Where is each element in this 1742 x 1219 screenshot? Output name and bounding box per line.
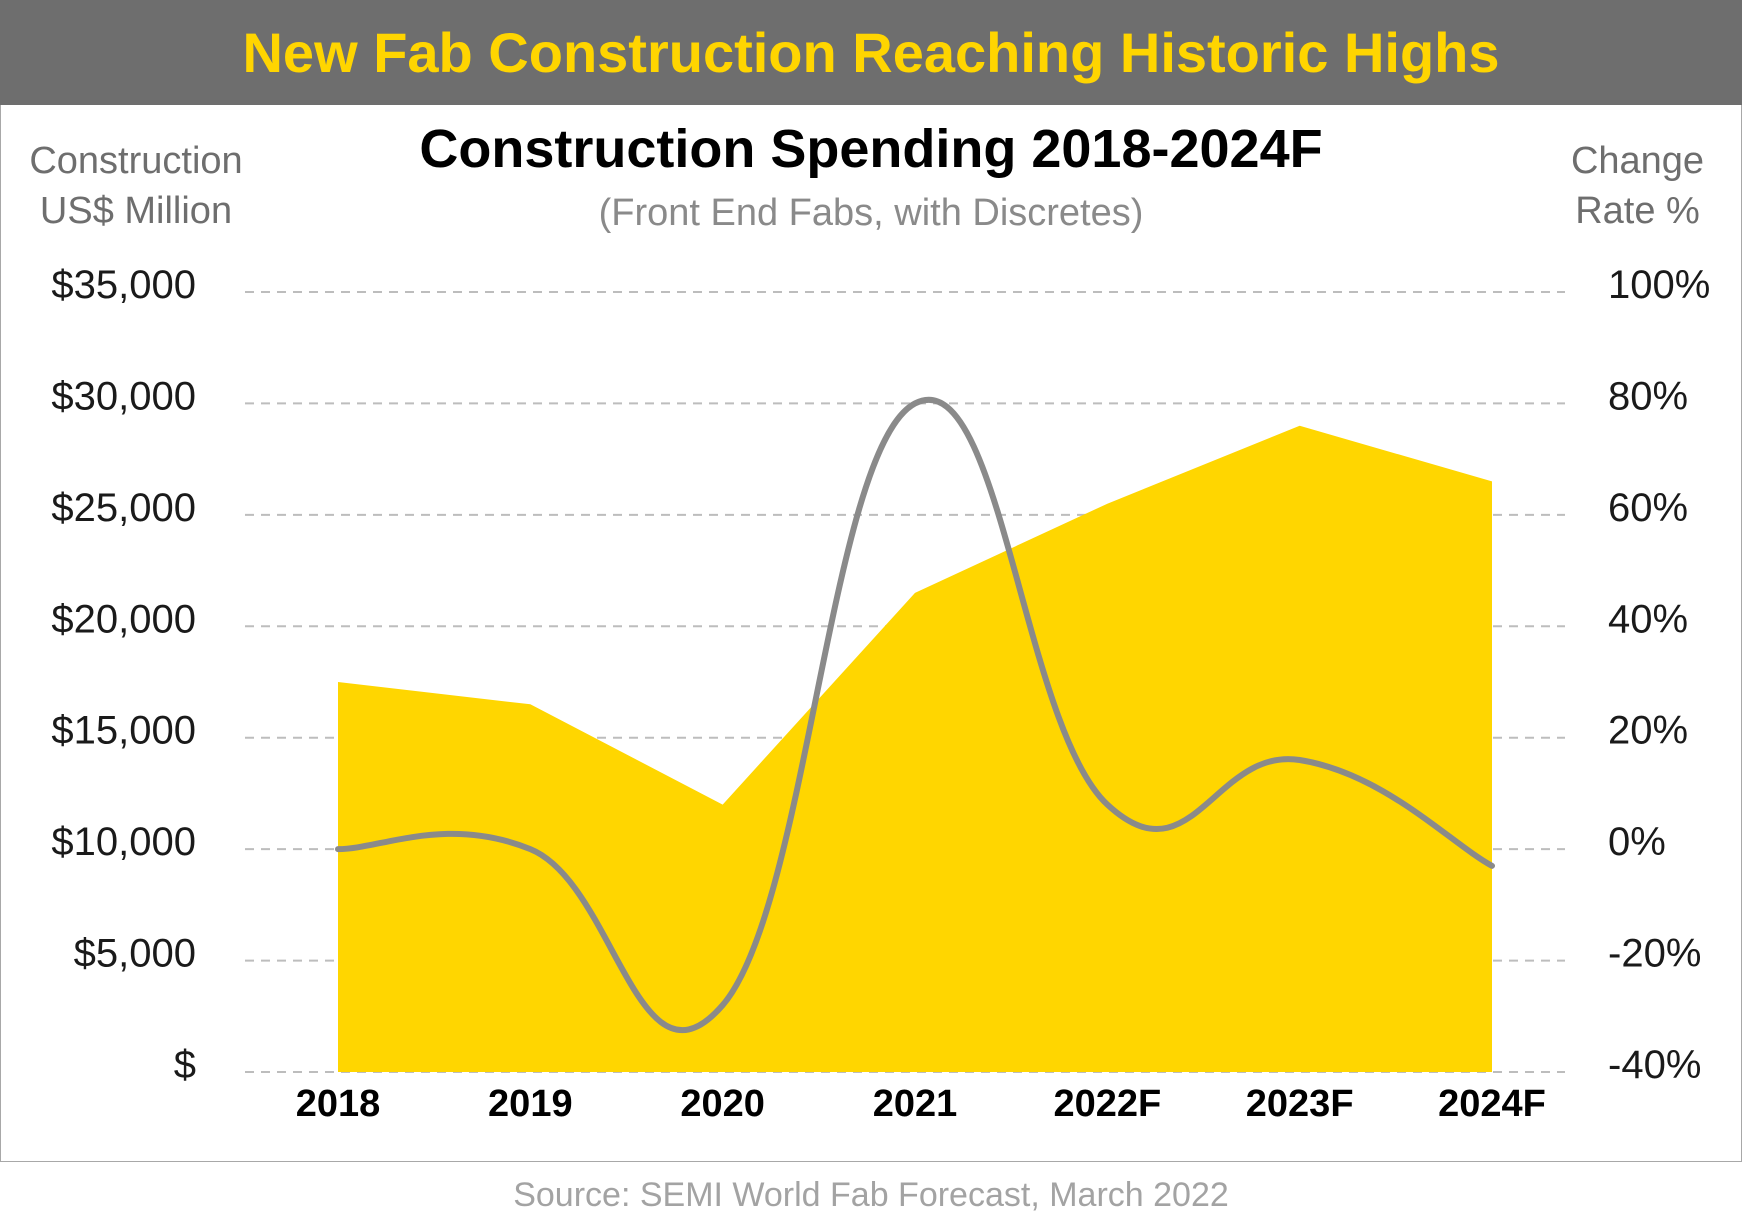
x-tick-label: 2020 [680, 1083, 765, 1125]
x-tick-label: 2023F [1246, 1083, 1354, 1125]
source-note: Source: SEMI World Fab Forecast, March 2… [513, 1176, 1229, 1214]
y-tick-label: $15,000 [51, 709, 196, 753]
line-layer [335, 397, 1495, 1034]
y2-axis-title: Change Rate % [1550, 136, 1725, 236]
x-tick-label: 2018 [296, 1083, 381, 1125]
x-tick-label: 2024F [1438, 1083, 1546, 1125]
y2-tick-label: 60% [1608, 486, 1688, 530]
y-axis-ticks: $ $5,000 $10,000 $15,000 $20,000 $25,000 $30,0… [51, 263, 196, 1087]
y2-tick-label: 80% [1608, 374, 1688, 418]
y-axis-title: Construction US$ Million [16, 136, 256, 236]
y2-axis-ticks: -40% -20% 0% 20% 40% 60% 80% 100% [1608, 263, 1710, 1087]
series-line-change-rate [335, 397, 1495, 1034]
chart-subtitle: (Front End Fabs, with Discretes) [598, 192, 1144, 234]
x-tick-label: 2021 [873, 1083, 958, 1125]
x-tick-label: 2022F [1053, 1083, 1161, 1125]
area-layer [338, 425, 1492, 1072]
y-tick-label: $25,000 [51, 486, 196, 530]
y-axis-title-line1: Construction [29, 140, 243, 182]
y2-axis-title-line1: Change [1570, 140, 1705, 182]
banner-title: New Fab Construction Reaching Historic H… [0, 0, 1742, 105]
y-axis-title-line2: US$ Million [39, 190, 233, 232]
y-tick-label: $35,000 [51, 263, 196, 307]
y-tick-label: $10,000 [51, 820, 196, 864]
y-tick-label: $30,000 [51, 374, 196, 418]
y2-tick-label: -40% [1608, 1043, 1701, 1087]
chart-title: Construction Spending 2018-2024F [419, 119, 1323, 179]
y-tick-label: $20,000 [51, 597, 196, 641]
y2-tick-label: -20% [1608, 932, 1701, 976]
y2-tick-label: 0% [1608, 820, 1666, 864]
y2-tick-label: 40% [1608, 597, 1688, 641]
y-tick-label: $5,000 [74, 932, 196, 976]
y2-axis-title-line2: Rate % [1575, 190, 1700, 232]
y2-tick-label: 20% [1608, 709, 1688, 753]
series-area-construction-spending [338, 425, 1492, 1072]
y2-tick-label: 100% [1608, 263, 1710, 307]
x-tick-label: 2019 [488, 1083, 573, 1125]
y-tick-label: $ [174, 1043, 196, 1087]
x-axis-ticks: 2018 2019 2020 2021 2022F 2023F 2024F [296, 1083, 1546, 1125]
